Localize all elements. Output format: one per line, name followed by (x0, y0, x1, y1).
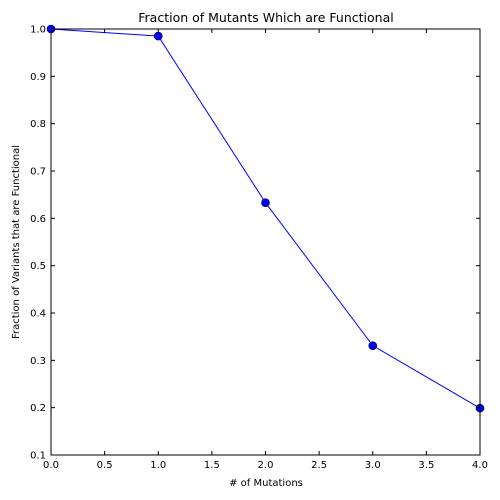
y-tick-label: 0.2 (30, 403, 46, 414)
y-tick-label: 0.8 (30, 119, 46, 130)
y-axis-label: Fraction of Variants that are Functional (11, 145, 22, 339)
plot-frame (50, 28, 481, 456)
y-tick-label: 0.4 (30, 309, 46, 320)
y-axis-ticks: 0.1 0.2 0.3 0.4 0.5 0.6 0.7 0.8 0.9 1.0 (30, 25, 480, 462)
y-tick-label: 0.5 (30, 261, 46, 272)
x-tick-label: 3.5 (418, 460, 434, 471)
x-tick-label: 1.0 (150, 460, 166, 471)
data-point (153, 31, 163, 41)
x-axis-label: # of Mutations (229, 478, 303, 489)
data-point (368, 341, 378, 350)
y-tick-label: 0.9 (30, 72, 46, 83)
y-tick-label: 0.7 (30, 167, 46, 178)
x-axis-ticks: 0.0 0.5 1.0 1.5 2.0 2.5 3.0 3.5 4.0 (43, 29, 488, 471)
y-tick-label: 0.6 (30, 214, 46, 225)
plot-area (46, 24, 485, 413)
y-tick-label: 0.3 (30, 356, 46, 367)
x-tick-label: 2.0 (258, 460, 274, 471)
y-tick-label: 0.1 (30, 451, 46, 462)
data-point (261, 198, 270, 208)
x-tick-label: 1.5 (204, 460, 220, 471)
x-tick-label: 4.0 (472, 460, 488, 471)
chart-title: Fraction of Mutants Which are Functional (138, 10, 393, 25)
x-tick-label: 2.5 (311, 460, 327, 471)
x-tick-label: 0.0 (43, 460, 59, 471)
x-tick-label: 0.5 (97, 460, 113, 471)
series-line (50, 28, 481, 409)
x-tick-label: 3.0 (365, 460, 381, 471)
y-tick-label: 1.0 (30, 25, 46, 36)
